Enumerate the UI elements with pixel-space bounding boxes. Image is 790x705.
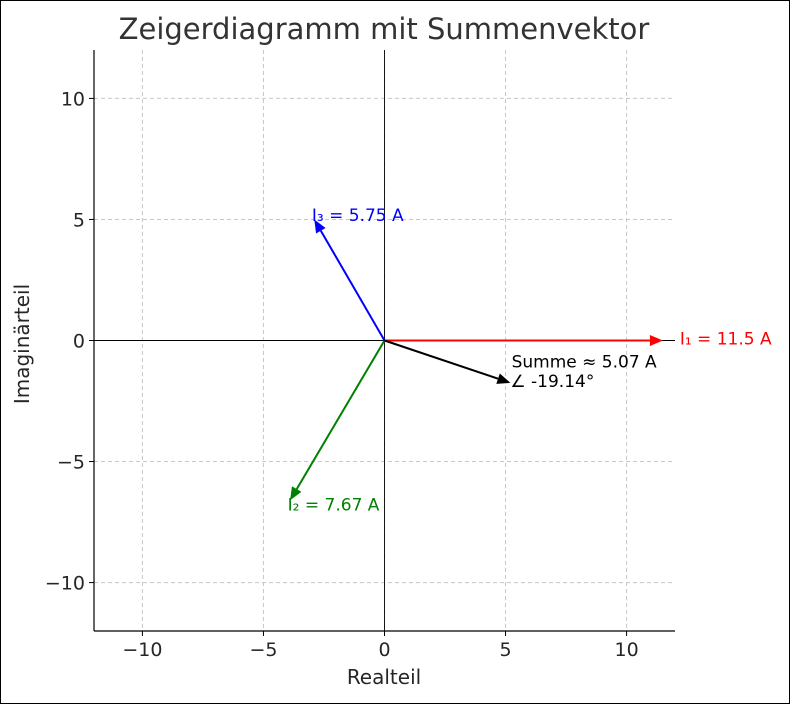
annotation-label: ∠ -19.14° [510, 372, 594, 392]
annotation-label: I₁ = 11.5 A [680, 329, 772, 349]
vectors [290, 219, 663, 501]
x-tick-label: 0 [378, 639, 390, 661]
y-tick-label: −5 [57, 452, 85, 474]
annotations: I₁ = 11.5 A I₂ = 7.67 A I₃ = 5.75 A Summe ≈… [288, 206, 772, 516]
y-tick-label: −10 [45, 573, 85, 595]
x-tick-label: 10 [614, 639, 638, 661]
ticks: −10 −5 0 5 10 −10 −5 0 5 10 [45, 88, 639, 661]
chart-title: Zeigerdiagramm mit Summenvektor [119, 12, 650, 46]
vector-4 [384, 339, 499, 380]
vector-2-arrowhead [290, 486, 302, 501]
vector-4-arrowhead [496, 373, 511, 384]
x-tick-label: −10 [122, 639, 162, 661]
x-axis-label: Realteil [347, 665, 421, 689]
x-tick-label: −5 [249, 639, 277, 661]
vector-3-arrowhead [314, 219, 326, 234]
annotation-label: I₃ = 5.75 A [312, 206, 404, 226]
annotation-label: Summe ≈ 5.07 A [512, 352, 657, 372]
annotation-label: I₂ = 7.67 A [288, 496, 380, 516]
y-axis-label: Imaginärteil [10, 284, 34, 404]
vector-1-arrowhead [649, 335, 663, 346]
vector-2 [295, 339, 386, 490]
vector-3 [319, 230, 386, 342]
y-tick-label: 5 [73, 209, 85, 231]
y-tick-label: 0 [73, 331, 85, 353]
y-tick-label: 10 [61, 88, 85, 110]
x-tick-label: 5 [499, 639, 511, 661]
